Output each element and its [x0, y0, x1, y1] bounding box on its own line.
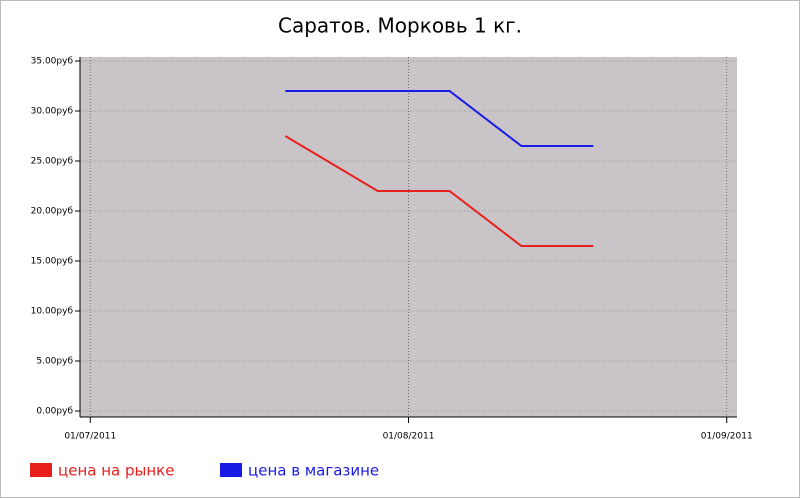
- chart-title: Саратов. Морковь 1 кг.: [278, 14, 522, 38]
- x-tick-label: 01/09/2011: [701, 432, 753, 442]
- y-tick-label: 25.00руб: [31, 157, 74, 167]
- line-series: [285, 90, 594, 147]
- y-tick-label: 15.00руб: [31, 257, 74, 267]
- legend-label: цена на рынке: [58, 462, 174, 480]
- legend-swatch: [30, 463, 52, 477]
- y-tick-label: 20.00руб: [31, 207, 74, 217]
- x-tick-label: 01/08/2011: [383, 432, 435, 442]
- y-tick-label: 0.00руб: [36, 407, 73, 417]
- y-tick-label: 10.00руб: [31, 307, 74, 317]
- legend-swatch: [220, 463, 242, 477]
- x-tick-label: 01/07/2011: [64, 432, 116, 442]
- line-series: [284, 135, 594, 247]
- y-tick-label: 35.00руб: [31, 57, 74, 67]
- legend-label: цена в магазине: [248, 462, 379, 480]
- y-tick-label: 30.00руб: [31, 107, 74, 117]
- y-tick-label: 5.00руб: [36, 357, 73, 367]
